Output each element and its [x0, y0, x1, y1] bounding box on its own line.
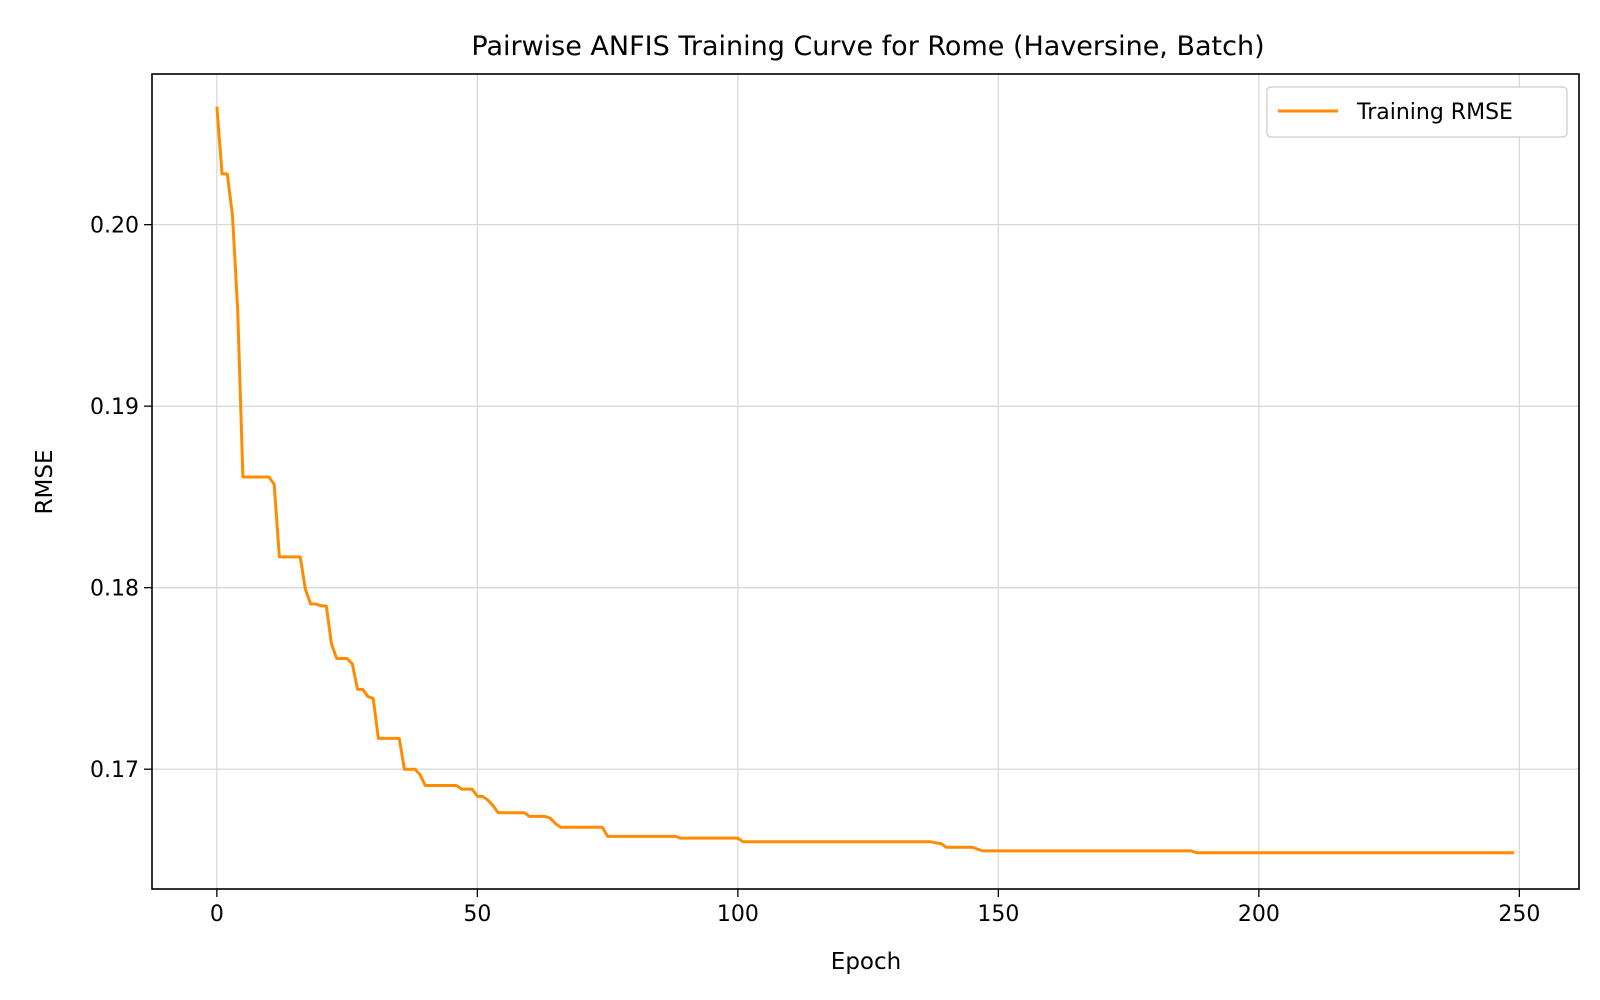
x-tick-label: 250	[1498, 902, 1540, 927]
series-line-training-rmse	[215, 106, 1515, 855]
x-tick-label: 100	[717, 902, 759, 927]
ticks: 0 50 100 150 200 250 0.17 0.18 0.19 0.20	[90, 214, 1540, 927]
x-tick-label: 50	[463, 902, 491, 927]
y-tick-label: 0.19	[90, 395, 139, 420]
plot-frame	[151, 73, 1580, 890]
y-axis-label: RMSE	[32, 450, 58, 515]
y-tick-label: 0.17	[90, 758, 139, 783]
y-tick-label: 0.18	[90, 577, 139, 602]
x-tick-label: 0	[210, 902, 224, 927]
x-axis-label: Epoch	[831, 949, 901, 975]
legend-label: Training RMSE	[1356, 100, 1513, 125]
chart-title: Pairwise ANFIS Training Curve for Rome (…	[471, 31, 1264, 62]
x-tick-label: 200	[1238, 902, 1280, 927]
legend-box	[1266, 86, 1568, 138]
series-layer	[215, 106, 1515, 855]
x-tick-label: 150	[977, 902, 1019, 927]
legend: Training RMSE	[1266, 86, 1568, 138]
y-tick-label: 0.20	[90, 214, 139, 239]
grid	[152, 74, 1579, 889]
